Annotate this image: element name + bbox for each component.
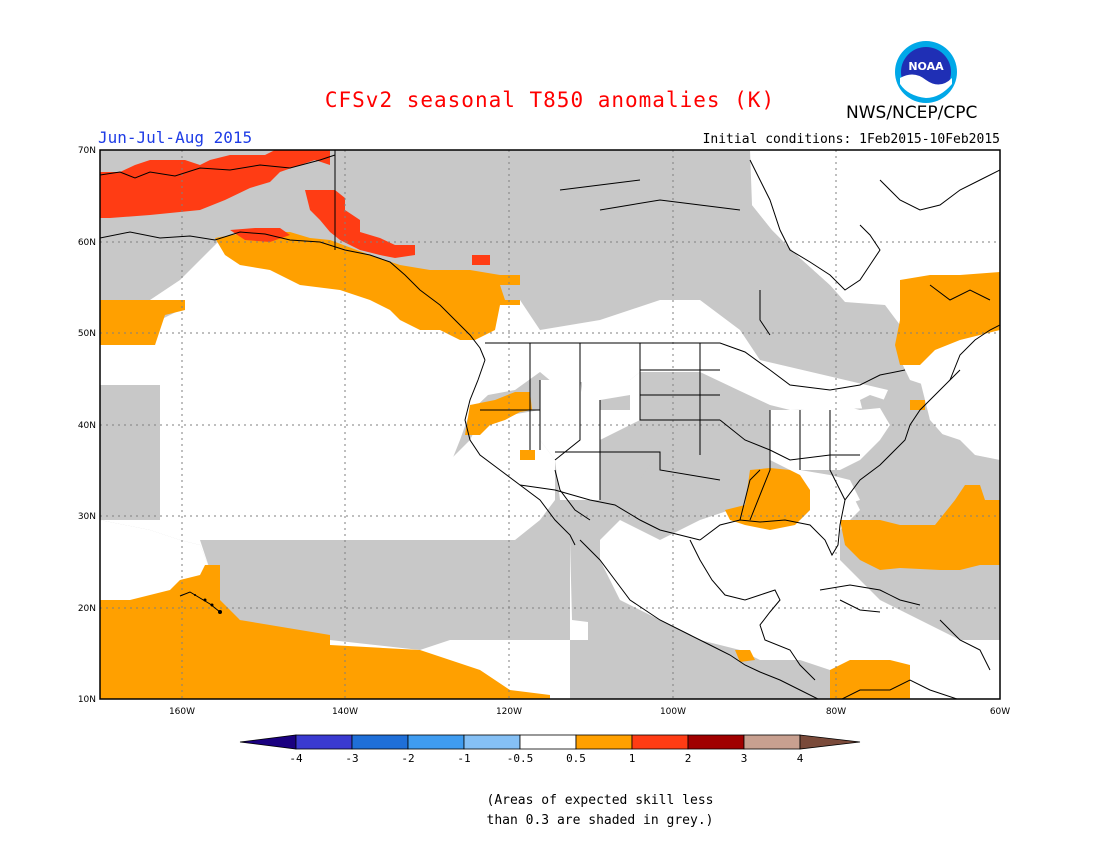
lat-label: 60N: [78, 238, 96, 248]
initial-conditions-label: Initial conditions: 1Feb2015-10Feb2015: [702, 132, 1000, 147]
colorbar-tick-label: -2: [401, 752, 414, 765]
logo-text: NOAA: [908, 60, 944, 73]
lon-label: 80W: [826, 707, 846, 717]
lat-label: 50N: [78, 329, 96, 339]
colorbar-segment: [463, 734, 521, 750]
lon-label: 160W: [169, 707, 195, 717]
axis-labels: 70N 60N 50N 40N 30N 20N 10N 160W 140W 12…: [78, 146, 1010, 717]
colorbar-arrow-high: [799, 734, 861, 750]
colorbar-segment: [687, 734, 745, 750]
colorbar-tick-label: 3: [741, 752, 748, 765]
lon-label: 140W: [332, 707, 358, 717]
skill-footnote: (Areas of expected skill less than 0.3 a…: [430, 791, 770, 831]
season-label: Jun-Jul-Aug 2015: [98, 128, 253, 147]
colorbar-tick-label: 4: [797, 752, 804, 765]
colorbar-tick-label: -1: [457, 752, 470, 765]
colorbar-segment: [295, 734, 353, 750]
colorbar-tick-label: -4: [289, 752, 303, 765]
colorbar-tick-label: 2: [685, 752, 692, 765]
colorbar-tick-label: 0.5: [566, 752, 586, 765]
lon-label: 60W: [990, 707, 1010, 717]
lon-label: 120W: [496, 707, 522, 717]
agency-label: NWS/NCEP/CPC: [846, 103, 978, 123]
colorbar-segment: [407, 734, 465, 750]
political-borders: [334, 150, 906, 541]
footnote-line-1: (Areas of expected skill less: [486, 793, 714, 808]
islands: [194, 594, 222, 614]
colorbar-segment: [351, 734, 409, 750]
lat-label: 40N: [78, 421, 96, 431]
colorbar-tick-label: -3: [345, 752, 358, 765]
logo-gull-wave: [900, 74, 952, 98]
lat-label: 10N: [78, 695, 96, 705]
map-plot-area: [100, 150, 1000, 699]
colorbar-arrow-low: [239, 734, 297, 750]
colorbar-segment: [519, 734, 577, 750]
colorbar-tick-label: -0.5: [507, 752, 534, 765]
anomaly-0p5-1k: [100, 232, 1000, 699]
graticule: [100, 150, 1000, 699]
map-frame: [99, 149, 1001, 700]
lon-label: 100W: [660, 707, 686, 717]
lat-label: 30N: [78, 512, 96, 522]
colorbar-segment: [575, 734, 633, 750]
map-title: CFSv2 seasonal T850 anomalies (K): [324, 88, 776, 112]
noaa-logo: NOAA: [895, 41, 957, 103]
colorbar-segment: [631, 734, 689, 750]
lat-label: 20N: [78, 604, 96, 614]
colorbar-tick-label: 1: [629, 752, 636, 765]
footnote-line-2: than 0.3 are shaded in grey.): [486, 813, 714, 828]
colorbar-segment: [743, 734, 801, 750]
anomaly-1-2k: [100, 150, 490, 265]
colorbar: -4 -3 -2 -1 -0.5 0.5 1 2 3 4: [239, 734, 861, 765]
coastlines: [100, 154, 1000, 699]
lat-label: 70N: [78, 146, 96, 156]
